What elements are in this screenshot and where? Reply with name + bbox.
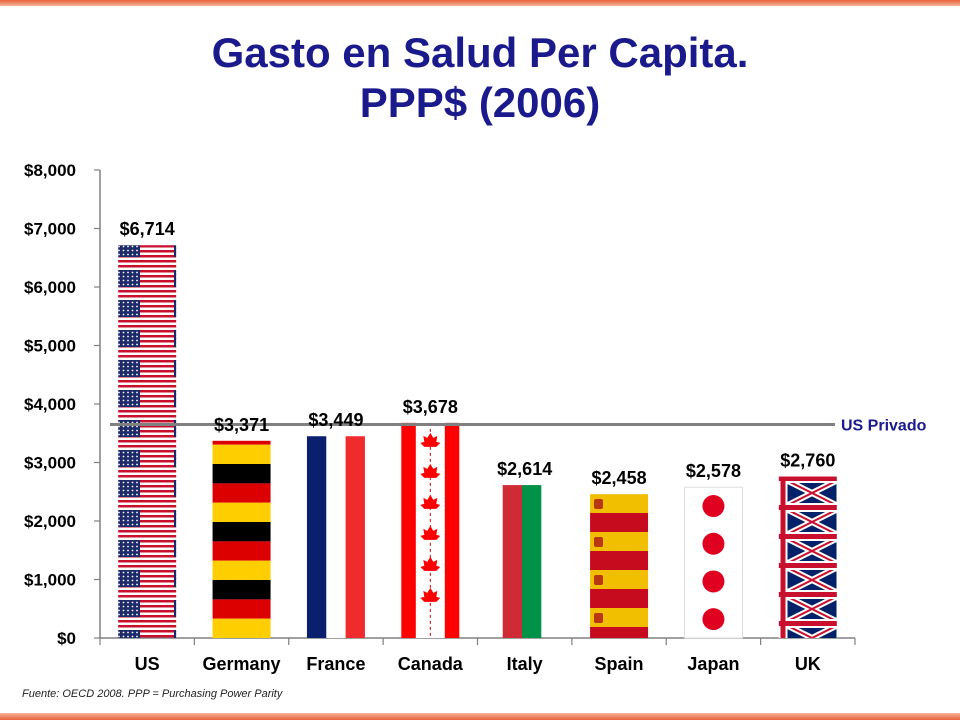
- data-label: $2,614: [497, 459, 552, 479]
- bar-france: [306, 436, 365, 638]
- x-tick-label: UK: [795, 654, 821, 674]
- sun-disc-icon: [702, 532, 725, 555]
- bar-italy: [495, 485, 554, 638]
- data-label: $3,371: [214, 415, 269, 435]
- data-label: $6,714: [120, 219, 175, 239]
- x-tick-label: Canada: [398, 654, 464, 674]
- y-tick-label: $1,000: [24, 571, 76, 590]
- y-tick-label: $0: [57, 629, 76, 648]
- x-tick-label: US: [135, 654, 160, 674]
- x-tick-label: France: [306, 654, 365, 674]
- data-label: $2,578: [686, 461, 741, 481]
- bar-uk: [778, 476, 837, 638]
- source-note: Fuente: OECD 2008. PPP = Purchasing Powe…: [22, 688, 283, 700]
- sun-disc-icon: [702, 608, 725, 631]
- data-label: $2,458: [592, 468, 647, 488]
- top-accent-border: [0, 0, 960, 6]
- y-tick-label: $8,000: [24, 161, 76, 180]
- bar-japan: [683, 486, 743, 639]
- bar-spain: [590, 494, 649, 638]
- bars: [118, 245, 837, 639]
- x-tick-label: Germany: [203, 654, 281, 674]
- bar: [495, 485, 554, 638]
- chart-title: Gasto en Salud Per Capita. PPP$ (2006): [0, 28, 960, 128]
- x-tick-label: Japan: [687, 654, 739, 674]
- maple-leaf-icon: [420, 432, 441, 451]
- sun-disc-icon: [702, 495, 725, 518]
- bar-canada: [401, 422, 460, 638]
- bar: [212, 440, 271, 638]
- maple-leaf-icon: [420, 525, 441, 544]
- x-tick-label: Italy: [507, 654, 543, 674]
- bar-chart: $0 $1,000 $2,000 $3,000 $4,000 $5,000 $6,000 $7…: [24, 161, 927, 674]
- axes: $0 $1,000 $2,000 $3,000 $4,000 $5,000 $6,000 $7…: [24, 161, 856, 674]
- bottom-accent-border: [0, 713, 960, 720]
- data-labels: $6,714 $3,371 $3,449 $3,678 $2,614 $2,458 $2,5…: [120, 219, 836, 488]
- data-label: $3,449: [308, 410, 363, 430]
- y-tick-label: $6,000: [24, 278, 76, 297]
- y-tick-label: $4,000: [24, 395, 76, 414]
- y-tick-label: $7,000: [24, 220, 76, 239]
- y-tick-label: $5,000: [24, 337, 76, 356]
- bar-germany: [212, 440, 271, 638]
- reference-line-label: US Privado: [841, 417, 927, 434]
- bar: [118, 245, 177, 638]
- maple-leaf-icon: [420, 556, 441, 575]
- title-line-1: Gasto en Salud Per Capita.: [211, 29, 749, 76]
- reference-line-group: US Privado: [110, 417, 927, 434]
- bar: [590, 494, 649, 638]
- title-line-2: PPP$ (2006): [359, 79, 601, 126]
- maple-leaf-icon: [420, 463, 441, 482]
- data-label: $2,760: [780, 451, 835, 471]
- bar-us: [118, 245, 177, 638]
- bar: [778, 476, 837, 638]
- maple-leaf-icon: [420, 494, 441, 513]
- x-tick-label: Spain: [595, 654, 644, 674]
- data-label: $3,678: [403, 397, 458, 417]
- maple-leaf-icon: [420, 587, 441, 606]
- y-tick-label: $2,000: [24, 512, 76, 531]
- y-tick-label: $3,000: [24, 454, 76, 473]
- sun-disc-icon: [702, 570, 725, 593]
